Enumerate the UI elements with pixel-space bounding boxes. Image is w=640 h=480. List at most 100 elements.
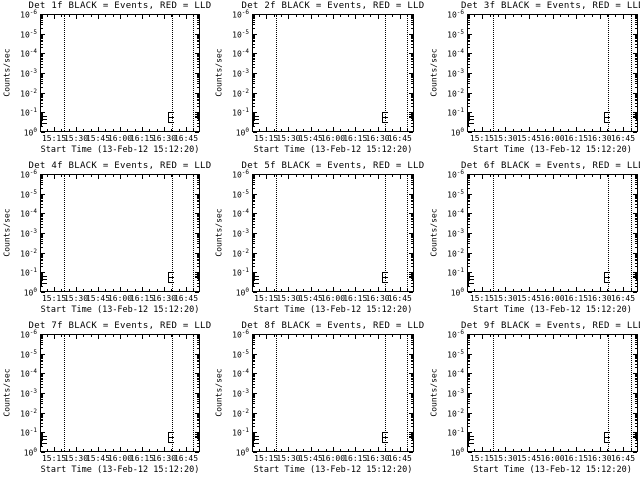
y-minor-tick [635, 361, 637, 363]
y-minor-tick [411, 17, 413, 19]
y-tick-mark [253, 112, 257, 114]
panel-title: Det 3f BLACK = Events, RED = LLD [461, 1, 640, 11]
x-tick-mark [474, 175, 476, 177]
y-tick-mark [409, 213, 413, 215]
y-minor-tick [253, 120, 255, 122]
y-minor-tick [468, 47, 470, 49]
y-tick-mark [468, 373, 472, 375]
y-minor-tick [253, 94, 255, 96]
y-minor-tick [635, 403, 637, 405]
y-minor-tick [635, 354, 637, 356]
x-tick-mark [310, 335, 312, 339]
y-tick-mark [409, 393, 413, 394]
x-tick-mark [68, 129, 70, 131]
y-tick-label: 10-2 [447, 407, 464, 419]
y-minor-tick [635, 417, 637, 419]
y-minor-tick [197, 76, 199, 78]
y-tick-mark [468, 73, 472, 74]
x-tick-mark [325, 289, 327, 291]
y-minor-tick [253, 100, 255, 102]
errorbar-cap [409, 433, 413, 435]
y-tick-mark [253, 334, 257, 335]
y-minor-tick [253, 233, 255, 235]
y-minor-tick [635, 356, 637, 358]
y-minor-tick [468, 219, 470, 221]
x-tick-mark [90, 175, 92, 177]
y-tick-mark [633, 353, 637, 355]
errorbar-cap [41, 275, 47, 277]
y-tick-label: 10-1 [232, 107, 249, 118]
x-tick-label: 15:45 [85, 454, 111, 463]
y-minor-tick [411, 446, 413, 448]
y-minor-tick [468, 363, 470, 365]
y-minor-tick [411, 237, 413, 239]
y-minor-tick [41, 15, 43, 17]
dotted-marker-line [630, 175, 632, 291]
errorbar-cap [41, 123, 47, 125]
x-tick-label: 15:45 [298, 454, 323, 463]
x-tick-mark [178, 335, 180, 337]
y-minor-tick [41, 341, 43, 343]
errorbar-cap [633, 433, 637, 435]
y-minor-tick [411, 266, 413, 268]
y-minor-tick [41, 246, 43, 248]
y-minor-tick [468, 335, 470, 337]
errorbar-cap [409, 113, 413, 115]
x-tick-mark [552, 15, 554, 19]
y-minor-tick [197, 415, 199, 417]
y-tick-mark [253, 53, 257, 55]
x-tick-label: 16:15 [563, 454, 589, 463]
y-minor-tick [411, 215, 413, 217]
x-tick-mark [134, 129, 136, 131]
y-tick-label: 100 [235, 447, 249, 458]
y-minor-tick [197, 179, 199, 181]
y-minor-tick [197, 374, 199, 376]
y-tick-label: 10-2 [20, 247, 37, 259]
y-minor-tick [253, 339, 255, 341]
y-minor-tick [197, 201, 199, 203]
y-minor-tick [468, 15, 470, 17]
y-minor-tick [253, 414, 255, 416]
y-minor-tick [41, 207, 43, 209]
panel-title: Det 8f BLACK = Events, RED = LLD [241, 321, 425, 331]
y-minor-tick [411, 282, 413, 284]
x-tick-label: 16:45 [387, 134, 412, 143]
y-tick-mark [468, 174, 472, 175]
y-minor-tick [635, 198, 637, 200]
y-minor-tick [41, 397, 43, 399]
dotted-marker-line [64, 175, 65, 291]
errorbar-cap [603, 112, 610, 114]
y-minor-tick [253, 118, 255, 120]
y-minor-tick [41, 181, 43, 183]
x-tick-mark [295, 175, 297, 177]
y-minor-tick [635, 282, 637, 284]
x-tick-label: 16:00 [540, 454, 565, 463]
x-tick-mark [303, 335, 305, 337]
y-tick-mark [633, 393, 637, 394]
x-tick-mark [178, 175, 180, 177]
dotted-marker-line [607, 175, 609, 291]
x-tick-mark [310, 287, 312, 291]
y-minor-tick [253, 381, 255, 383]
y-minor-tick [41, 236, 43, 238]
x-tick-mark [266, 335, 268, 339]
errorbar-cap [41, 443, 47, 445]
y-minor-tick [635, 426, 637, 428]
y-minor-tick [197, 97, 199, 99]
y-minor-tick [411, 240, 413, 242]
y-tick-mark [195, 14, 199, 15]
y-minor-tick [197, 100, 199, 102]
y-minor-tick [197, 14, 199, 16]
x-tick-mark [630, 449, 632, 451]
x-tick-mark [377, 335, 379, 339]
x-tick-mark [552, 175, 554, 179]
y-minor-tick [468, 179, 470, 181]
y-minor-tick [468, 61, 470, 63]
y-minor-tick [253, 55, 255, 57]
y-minor-tick [197, 122, 199, 124]
y-tick-mark [409, 132, 413, 133]
y-minor-tick [253, 393, 255, 395]
x-tick-mark [90, 335, 92, 337]
x-tick-mark [325, 449, 327, 451]
x-tick-mark [489, 129, 491, 131]
